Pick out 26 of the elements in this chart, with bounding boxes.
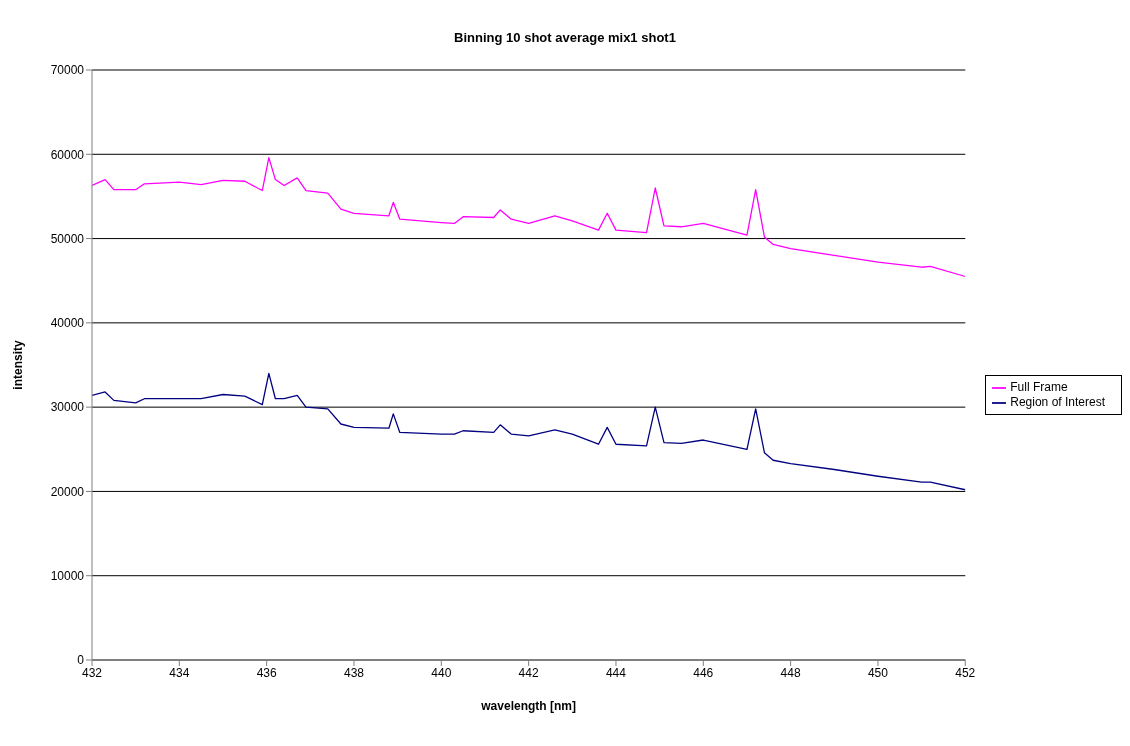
y-tick-label: 0 [77,653,85,668]
y-tick-label: 50000 [50,231,85,246]
y-tick-label: 60000 [50,147,85,162]
chart-title: Binning 10 shot average mix1 shot1 [453,30,677,47]
y-tick-label: 40000 [50,316,85,331]
y-tick-label: 10000 [50,568,85,583]
line-series [92,157,966,278]
x-tick-label: 432 [81,665,103,680]
x-tick-label: 450 [867,665,889,680]
x-tick-label: 438 [343,665,365,680]
line-series [92,372,966,491]
x-tick-label: 434 [169,665,190,680]
legend-label: Full Frame [1010,380,1068,395]
x-tick-label: 444 [605,665,627,680]
legend-label: Region of Interest [1010,395,1105,409]
y-tick-label: 70000 [50,63,85,78]
x-tick-label: 452 [955,665,976,680]
y-tick-label: 20000 [50,484,85,499]
x-tick-label: 440 [431,665,452,680]
x-tick-label: 446 [693,665,714,680]
x-tick-label: 442 [518,665,539,680]
y-axis-title: intensity [11,340,26,390]
x-axis-title: wavelength [nm] [480,699,576,713]
x-tick-label: 448 [780,665,801,680]
x-tick-label: 436 [256,665,277,680]
y-tick-label: 30000 [50,400,85,415]
